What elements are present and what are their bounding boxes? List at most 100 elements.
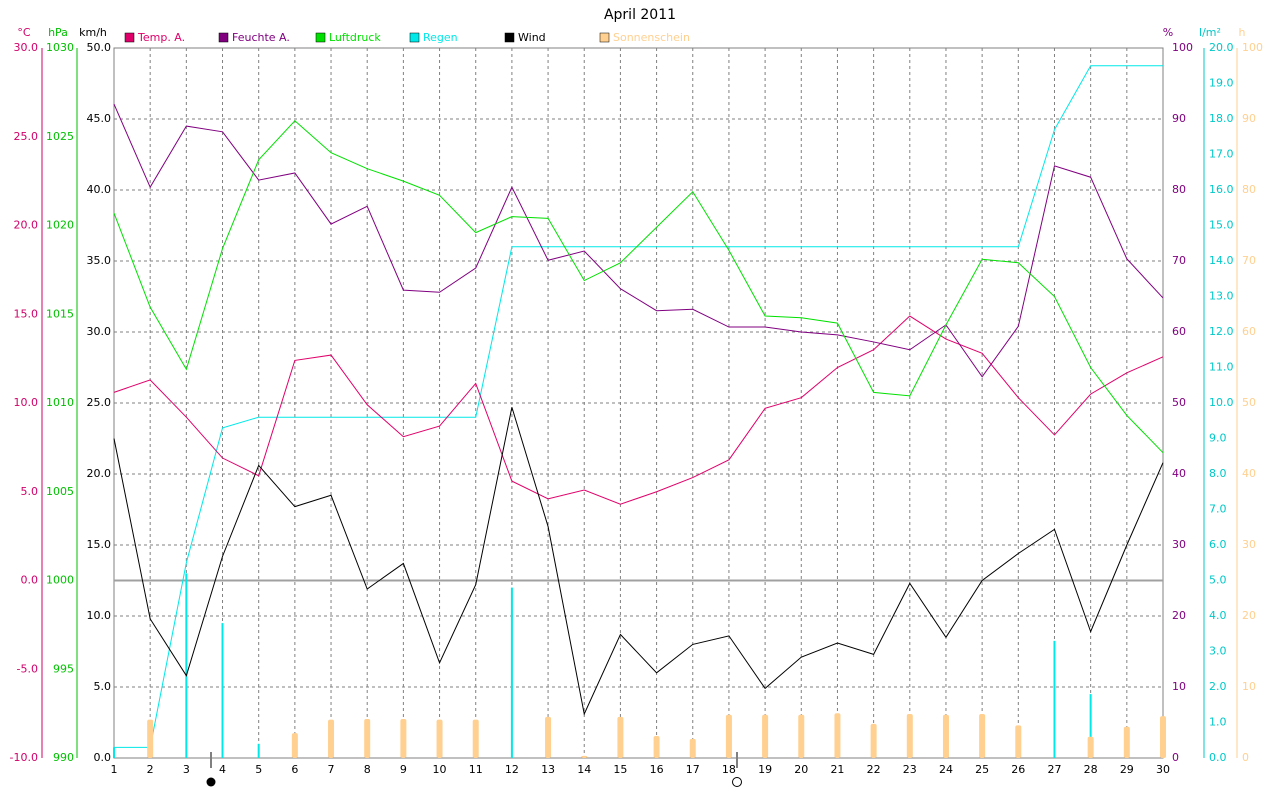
x-tick-label: 8 (364, 763, 371, 776)
x-tick-label: 29 (1120, 763, 1134, 776)
y-tick-label: -10.0 (10, 751, 38, 764)
x-tick-label: 17 (686, 763, 700, 776)
legend-swatch (409, 32, 420, 43)
y-tick-label: 1015 (46, 307, 74, 320)
y-tick-label: 17.0 (1209, 148, 1234, 161)
series-line (113, 120, 1164, 454)
axis-unit: % (1163, 26, 1173, 39)
axis-unit: km/h (79, 26, 107, 39)
y-tick-label: 70 (1172, 254, 1186, 267)
legend-swatch (504, 32, 515, 43)
x-tick-label: 14 (577, 763, 591, 776)
sun-bar (1015, 725, 1022, 758)
rain-bar (185, 573, 188, 758)
y-tick-label: 0.0 (94, 751, 112, 764)
y-tick-label: 19.0 (1209, 77, 1234, 90)
sun-bar (472, 719, 479, 758)
x-tick-label: 7 (328, 763, 335, 776)
y-tick-label: -5.0 (17, 662, 38, 675)
rain-bar (113, 747, 115, 758)
y-tick-label: 15.0 (87, 538, 112, 551)
y-tick-label: 80 (1242, 183, 1256, 196)
sun-bar (147, 719, 154, 758)
series-line (113, 103, 1164, 378)
x-tick-label: 20 (794, 763, 808, 776)
x-tick-label: 16 (650, 763, 664, 776)
x-tick-label: 25 (975, 763, 989, 776)
y-tick-label: 30.0 (87, 325, 112, 338)
y-tick-label: 5.0 (21, 485, 39, 498)
y-tick-label: 0.0 (1209, 751, 1227, 764)
sun-bar (798, 714, 805, 758)
y-tick-label: 60 (1172, 325, 1186, 338)
y-tick-label: 18.0 (1209, 112, 1234, 125)
y-tick-label: 5.0 (1209, 574, 1227, 587)
full-moon (206, 777, 216, 787)
y-tick-label: 10 (1242, 680, 1256, 693)
sun-bar (725, 714, 732, 758)
new-moon (732, 777, 742, 787)
y-tick-label: 9.0 (1209, 432, 1227, 445)
y-tick-label: 1025 (46, 130, 74, 143)
x-tick-label: 21 (830, 763, 844, 776)
rain-bar (257, 743, 260, 758)
sun-bar (328, 719, 335, 758)
sun-bar (436, 719, 443, 758)
sun-bar (1160, 716, 1166, 758)
moon-phases (206, 752, 742, 787)
y-tick-label: 30 (1172, 538, 1186, 551)
y-tick-label: 15.0 (14, 307, 39, 320)
y-tick-label: 0 (1242, 751, 1249, 764)
y-tick-label: 0 (1172, 751, 1179, 764)
y-tick-label: 16.0 (1209, 183, 1234, 196)
x-tick-label: 30 (1156, 763, 1170, 776)
sun-bar (617, 716, 624, 758)
x-tick-label: 1 (111, 763, 118, 776)
y-tick-label: 2.0 (1209, 680, 1227, 693)
y-tick-label: 8.0 (1209, 467, 1227, 480)
rain-cumulative-line (114, 65, 1163, 748)
x-tick-label: 15 (613, 763, 627, 776)
y-tick-label: 20 (1242, 609, 1256, 622)
legend-swatch (315, 32, 326, 43)
legend-swatch (124, 32, 135, 43)
y-tick-label: 50.0 (87, 41, 112, 54)
y-tick-label: 50 (1172, 396, 1186, 409)
sun-bar (581, 755, 588, 758)
y-tick-label: 90 (1242, 112, 1256, 125)
y-tick-label: 100 (1242, 41, 1263, 54)
x-tick-label: 11 (469, 763, 483, 776)
sun-bar (545, 716, 552, 758)
y-tick-label: 4.0 (1209, 609, 1227, 622)
x-tick-label: 28 (1084, 763, 1098, 776)
axis-unit: hPa (48, 26, 68, 39)
y-tick-label: 40.0 (87, 183, 112, 196)
y-tick-label: 995 (53, 662, 74, 675)
y-tick-label: 50 (1242, 396, 1256, 409)
y-tick-label: 990 (53, 751, 74, 764)
x-tick-label: 19 (758, 763, 772, 776)
x-tick-label: 27 (1047, 763, 1061, 776)
y-tick-label: 100 (1172, 41, 1193, 54)
y-tick-label: 35.0 (87, 254, 112, 267)
sun-bar (1123, 726, 1130, 758)
rain-bar (510, 587, 513, 758)
y-tick-label: 1030 (46, 41, 74, 54)
sun-bar (653, 735, 660, 758)
x-tick-label: 13 (541, 763, 555, 776)
axis-unit: h (1239, 26, 1246, 39)
x-tick-label: 5 (255, 763, 262, 776)
y-tick-label: 0.0 (21, 574, 39, 587)
axis-unit: l/m² (1199, 26, 1221, 39)
x-tick-label: 18 (722, 763, 736, 776)
x-tick-label: 6 (291, 763, 298, 776)
y-tick-label: 60 (1242, 325, 1256, 338)
chart-title: April 2011 (604, 7, 676, 23)
y-tick-label: 40 (1242, 467, 1256, 480)
y-tick-label: 1000 (46, 574, 74, 587)
y-tick-label: 30.0 (14, 41, 39, 54)
y-tick-label: 20.0 (1209, 41, 1234, 54)
y-tick-label: 30 (1242, 538, 1256, 551)
y-tick-label: 40 (1172, 467, 1186, 480)
